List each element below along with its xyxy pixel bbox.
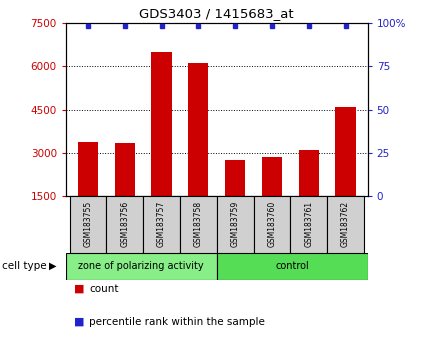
Text: GSM183762: GSM183762 [341, 201, 350, 247]
Text: GSM183759: GSM183759 [231, 200, 240, 247]
Bar [66, 253, 217, 280]
Text: ■: ■ [74, 284, 85, 293]
Text: GSM183758: GSM183758 [194, 201, 203, 247]
Bar [151, 52, 172, 196]
Bar [225, 160, 245, 196]
Bar [180, 196, 217, 253]
Bar [143, 196, 180, 253]
Text: ■: ■ [74, 317, 85, 327]
Text: GSM183756: GSM183756 [120, 200, 129, 247]
Bar [262, 158, 282, 196]
Text: GSM183757: GSM183757 [157, 200, 166, 247]
Text: zone of polarizing activity: zone of polarizing activity [79, 261, 204, 272]
Bar [188, 63, 209, 196]
Text: GSM183755: GSM183755 [83, 200, 93, 247]
Text: percentile rank within the sample: percentile rank within the sample [89, 317, 265, 327]
Text: GSM183760: GSM183760 [267, 200, 276, 247]
Title: GDS3403 / 1415683_at: GDS3403 / 1415683_at [139, 7, 294, 21]
Text: ▶: ▶ [49, 261, 57, 271]
Bar [70, 196, 106, 253]
Text: count: count [89, 284, 119, 293]
Bar [299, 150, 319, 196]
Bar [335, 107, 356, 196]
Bar [327, 196, 364, 253]
Bar [78, 142, 98, 196]
Bar [254, 196, 290, 253]
Bar [290, 196, 327, 253]
Text: cell type: cell type [2, 261, 47, 271]
Bar [217, 196, 254, 253]
Bar [106, 196, 143, 253]
Text: control: control [275, 261, 309, 272]
Text: GSM183761: GSM183761 [304, 201, 313, 247]
Bar [115, 143, 135, 196]
Bar [217, 253, 368, 280]
